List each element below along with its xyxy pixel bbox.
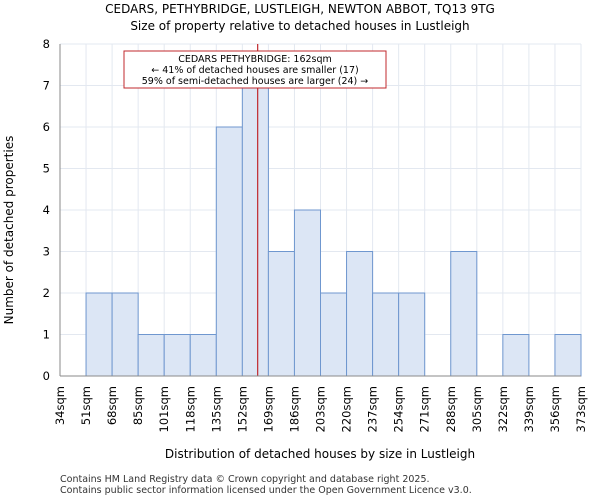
y-tick-label: 3 bbox=[43, 245, 50, 259]
y-tick-label: 5 bbox=[43, 162, 50, 176]
annotation-line-3: 59% of semi-detached houses are larger (… bbox=[142, 76, 369, 87]
x-tick-label: 34sqm bbox=[53, 386, 67, 425]
property-marker: CEDARS PETHYBRIDGE: 162sqm← 41% of detac… bbox=[123, 44, 387, 376]
bar-101sqm bbox=[163, 334, 191, 377]
bar-152sqm bbox=[241, 85, 269, 377]
x-tick-label: 51sqm bbox=[79, 386, 93, 425]
x-tick-label: 271sqm bbox=[418, 386, 432, 432]
x-tick-label: 186sqm bbox=[287, 386, 301, 432]
y-tick-label: 1 bbox=[43, 328, 50, 342]
x-tick-label: 288sqm bbox=[444, 386, 458, 432]
bar-169sqm bbox=[267, 251, 295, 377]
x-axis-label: Distribution of detached houses by size … bbox=[165, 447, 475, 461]
bar-68sqm bbox=[111, 292, 139, 377]
x-tick-label: 68sqm bbox=[105, 386, 119, 425]
x-tick-label: 152sqm bbox=[235, 386, 249, 432]
bar-288sqm bbox=[450, 251, 478, 377]
bar-186sqm bbox=[293, 209, 322, 377]
y-tick-label: 6 bbox=[43, 120, 50, 134]
x-tick-label: 220sqm bbox=[340, 386, 354, 432]
x-tick-label: 169sqm bbox=[261, 386, 275, 432]
bar-135sqm bbox=[215, 126, 243, 377]
x-tick-label: 135sqm bbox=[209, 386, 223, 432]
y-tick-label: 0 bbox=[43, 369, 50, 383]
bar-85sqm bbox=[137, 334, 165, 377]
y-axis-label: Number of detached properties bbox=[2, 136, 16, 325]
bar-220sqm bbox=[346, 251, 374, 377]
y-tick-label: 7 bbox=[43, 79, 50, 93]
axes: 0 1 2 3 4 5 6 7 8 34sqm 51sqm 68sqm 85sqm 101sqm 118sq… bbox=[43, 37, 588, 432]
bar-237sqm bbox=[372, 292, 400, 377]
x-tick-label: 305sqm bbox=[470, 386, 484, 432]
y-tick-label: 4 bbox=[43, 203, 50, 217]
bar-322sqm bbox=[502, 334, 530, 377]
y-tick-label: 8 bbox=[43, 37, 50, 51]
footer-line-1: Contains HM Land Registry data © Crown c… bbox=[60, 474, 430, 485]
x-tick-label: 339sqm bbox=[522, 386, 536, 432]
bar-356sqm bbox=[554, 334, 582, 377]
y-tick-label: 2 bbox=[43, 286, 50, 300]
bar-118sqm bbox=[189, 334, 217, 377]
annotation-box bbox=[123, 50, 387, 89]
x-tick-label: 203sqm bbox=[314, 386, 328, 432]
chart-subtitle: Size of property relative to detached ho… bbox=[130, 19, 470, 33]
x-tick-label: 373sqm bbox=[574, 386, 588, 432]
x-tick-label: 322sqm bbox=[496, 386, 510, 432]
x-tick-label: 101sqm bbox=[157, 386, 171, 432]
chart-title: CEDARS, PETHYBRIDGE, LUSTLEIGH, NEWTON A… bbox=[105, 2, 495, 16]
bar-254sqm bbox=[398, 292, 426, 377]
x-tick-label: 356sqm bbox=[548, 386, 562, 432]
bar-203sqm bbox=[320, 292, 348, 377]
x-tick-label: 85sqm bbox=[131, 386, 145, 425]
annotation-line-2: ← 41% of detached houses are smaller (17… bbox=[151, 65, 358, 76]
x-tick-label: 237sqm bbox=[366, 386, 380, 432]
x-tick-label: 254sqm bbox=[392, 386, 406, 432]
bars bbox=[85, 85, 582, 377]
bar-51sqm bbox=[85, 292, 113, 377]
annotation-line-1: CEDARS PETHYBRIDGE: 162sqm bbox=[178, 54, 332, 65]
footer-line-2: Contains public sector information licen… bbox=[60, 485, 472, 496]
x-tick-label: 118sqm bbox=[183, 386, 197, 432]
